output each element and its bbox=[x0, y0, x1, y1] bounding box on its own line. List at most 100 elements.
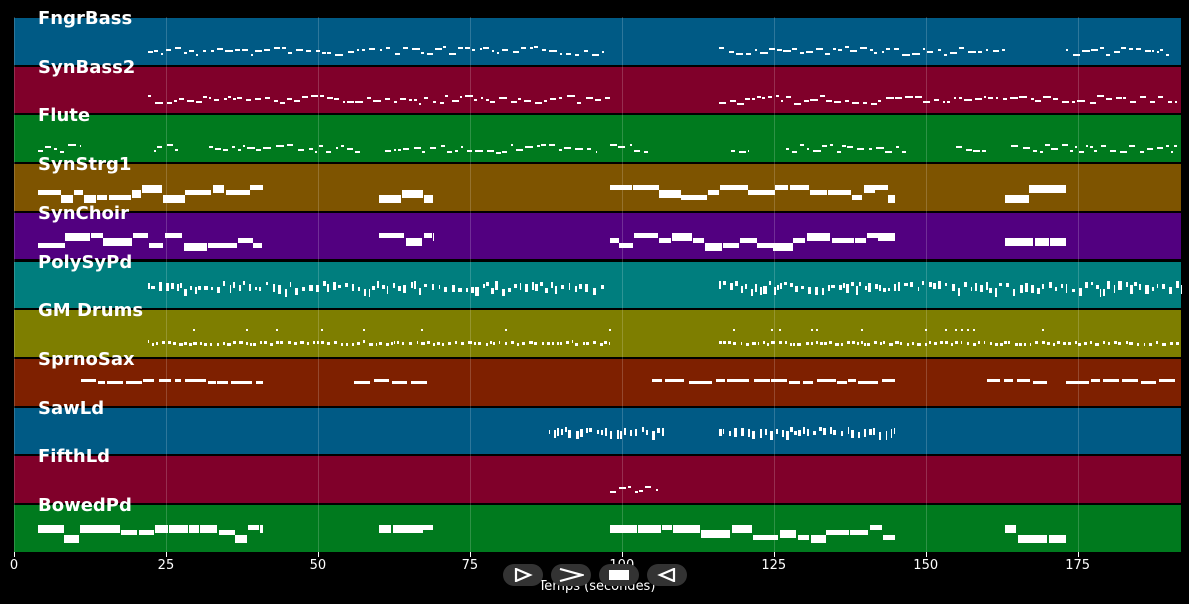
x-tick-label: 175 bbox=[1065, 558, 1091, 573]
note bbox=[1017, 379, 1031, 383]
play-button[interactable] bbox=[503, 564, 543, 586]
note bbox=[792, 343, 796, 347]
note bbox=[595, 151, 598, 154]
note bbox=[847, 427, 850, 435]
note bbox=[746, 53, 751, 56]
note bbox=[652, 430, 655, 440]
note bbox=[280, 341, 284, 345]
note bbox=[242, 145, 245, 148]
note bbox=[805, 51, 814, 54]
note bbox=[824, 342, 827, 346]
note bbox=[789, 342, 792, 346]
note bbox=[910, 281, 913, 287]
note bbox=[308, 147, 313, 150]
note bbox=[313, 341, 315, 345]
note bbox=[402, 189, 423, 198]
note bbox=[544, 288, 548, 293]
note bbox=[902, 150, 906, 153]
note bbox=[585, 427, 589, 434]
note bbox=[1085, 144, 1089, 147]
track-synbass2: SynBass2 bbox=[14, 57, 1181, 115]
note bbox=[79, 525, 92, 534]
note bbox=[704, 243, 722, 252]
note bbox=[1073, 53, 1080, 56]
note bbox=[1151, 287, 1154, 292]
note bbox=[440, 145, 446, 148]
note bbox=[878, 233, 895, 242]
note bbox=[1125, 341, 1128, 345]
note bbox=[592, 53, 599, 56]
note bbox=[1006, 283, 1009, 288]
note bbox=[882, 379, 896, 383]
note bbox=[1126, 281, 1129, 288]
note bbox=[235, 535, 247, 544]
note bbox=[810, 535, 826, 544]
note bbox=[860, 340, 863, 344]
note bbox=[393, 282, 395, 288]
note bbox=[340, 144, 345, 147]
note bbox=[964, 99, 972, 102]
note bbox=[819, 427, 822, 432]
note bbox=[1089, 341, 1093, 345]
note bbox=[368, 48, 376, 51]
stop-button[interactable] bbox=[599, 564, 639, 586]
note bbox=[367, 97, 371, 100]
note bbox=[1042, 328, 1045, 331]
note bbox=[831, 238, 855, 244]
note bbox=[553, 430, 556, 438]
note bbox=[38, 189, 61, 195]
note bbox=[142, 184, 163, 193]
note bbox=[779, 530, 797, 539]
note bbox=[890, 429, 893, 438]
note bbox=[502, 288, 506, 297]
note bbox=[1114, 50, 1121, 53]
note bbox=[1123, 97, 1127, 100]
note bbox=[719, 429, 722, 437]
note bbox=[45, 145, 52, 148]
note bbox=[922, 47, 926, 50]
note bbox=[531, 281, 535, 290]
note bbox=[311, 95, 318, 98]
x-tick-label: 125 bbox=[761, 558, 787, 573]
note bbox=[738, 151, 747, 154]
back-button[interactable] bbox=[647, 564, 687, 586]
note bbox=[1150, 101, 1156, 104]
note bbox=[568, 283, 571, 290]
note bbox=[224, 97, 227, 100]
note bbox=[300, 340, 304, 344]
x-tick-label: 150 bbox=[913, 558, 939, 573]
note bbox=[851, 282, 854, 286]
note bbox=[393, 148, 397, 151]
note bbox=[871, 102, 878, 105]
note bbox=[757, 341, 760, 345]
note bbox=[869, 525, 882, 531]
note bbox=[829, 427, 832, 435]
note bbox=[451, 284, 455, 292]
note bbox=[814, 287, 818, 295]
track-bowedpd: BowedPd bbox=[14, 496, 1181, 553]
note bbox=[342, 101, 345, 104]
forward-button[interactable] bbox=[551, 564, 591, 586]
note bbox=[77, 233, 91, 242]
note bbox=[403, 284, 407, 293]
note bbox=[334, 98, 340, 101]
note bbox=[68, 143, 76, 146]
note bbox=[486, 98, 489, 101]
note bbox=[817, 379, 836, 383]
note bbox=[1129, 342, 1133, 346]
note bbox=[733, 341, 736, 345]
note bbox=[285, 288, 287, 298]
note bbox=[184, 341, 188, 345]
note bbox=[333, 340, 338, 344]
note bbox=[1074, 146, 1077, 149]
note bbox=[549, 50, 557, 53]
note bbox=[960, 340, 963, 344]
note bbox=[194, 287, 197, 294]
note bbox=[514, 283, 518, 289]
note bbox=[207, 381, 216, 385]
note bbox=[785, 148, 789, 151]
note bbox=[442, 343, 445, 347]
note bbox=[869, 49, 874, 52]
note bbox=[287, 51, 293, 54]
note bbox=[378, 525, 392, 534]
